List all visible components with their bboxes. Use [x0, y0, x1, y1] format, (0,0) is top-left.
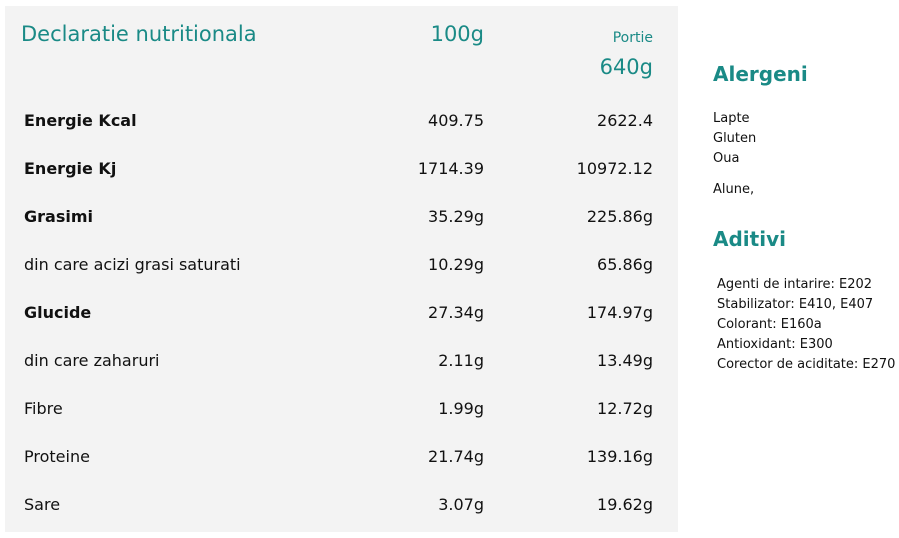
- list-item: Lapte: [713, 111, 750, 126]
- table-row: Energie Kcal 409.75 2622.4: [5, 111, 678, 141]
- row-name: Sare: [24, 495, 61, 514]
- row-value-portie: 12.72g: [597, 399, 653, 418]
- table-row: din care zaharuri 2.11g 13.49g: [5, 351, 678, 381]
- list-item: Agenti de intarire: E202: [717, 277, 873, 292]
- row-value-100g: 10.29g: [428, 255, 484, 274]
- table-row: Sare 3.07g 19.62g: [5, 495, 678, 525]
- table-row: Fibre 1.99g 12.72g: [5, 399, 678, 429]
- table-row: Energie Kj 1714.39 10972.12: [5, 159, 678, 189]
- row-name: Energie Kcal: [24, 111, 137, 130]
- list-item: Colorant: E160a: [717, 317, 822, 332]
- list-item: Antioxidant: E300: [717, 337, 833, 352]
- row-value-100g: 35.29g: [428, 207, 484, 226]
- row-value-portie: 2622.4: [597, 111, 653, 130]
- alergeni-heading: Alergeni: [713, 62, 808, 86]
- row-value-100g: 21.74g: [428, 447, 484, 466]
- list-item: Gluten: [713, 131, 757, 146]
- table-title: Declaratie nutritionala: [21, 22, 257, 46]
- aditivi-heading: Aditivi: [713, 227, 786, 251]
- row-value-portie: 139.16g: [586, 447, 653, 466]
- row-name: Glucide: [24, 303, 92, 322]
- table-row: Glucide 27.34g 174.97g: [5, 303, 678, 333]
- alergeni-list: Lapte Gluten Oua: [713, 109, 756, 169]
- row-value-100g: 1714.39: [417, 159, 484, 178]
- row-value-100g: 2.11g: [438, 351, 484, 370]
- table-row: Grasimi 35.29g 225.86g: [5, 207, 678, 237]
- list-item: Stabilizator: E410, E407: [717, 297, 874, 312]
- row-value-portie: 19.62g: [597, 495, 653, 514]
- row-name: Energie Kj: [24, 159, 117, 178]
- row-value-100g: 409.75: [428, 111, 484, 130]
- row-value-portie: 65.86g: [597, 255, 653, 274]
- row-value-100g: 27.34g: [428, 303, 484, 322]
- table-row: Proteine 21.74g 139.16g: [5, 447, 678, 477]
- table-row: din care acizi grasi saturati 10.29g 65.…: [5, 255, 678, 285]
- row-value-portie: 174.97g: [586, 303, 653, 322]
- row-name: din care zaharuri: [24, 351, 160, 370]
- row-name: Fibre: [24, 399, 63, 418]
- list-item: Oua: [713, 151, 740, 166]
- aditivi-list: Agenti de intarire: E202 Stabilizator: E…: [717, 275, 895, 375]
- list-item: Corector de aciditate: E270: [717, 357, 896, 372]
- row-name: Proteine: [24, 447, 90, 466]
- row-value-portie: 225.86g: [586, 207, 653, 226]
- row-name: din care acizi grasi saturati: [24, 255, 241, 274]
- alergeni-extra: Alune,: [713, 182, 755, 197]
- row-value-100g: 3.07g: [438, 495, 484, 514]
- column-header-portie-label: Portie: [612, 30, 653, 46]
- column-header-100g: 100g: [430, 22, 484, 46]
- row-value-100g: 1.99g: [438, 399, 484, 418]
- row-name: Grasimi: [24, 207, 93, 226]
- nutrition-table: Declaratie nutritionala 100g Portie 640g…: [5, 6, 678, 532]
- row-value-portie: 10972.12: [576, 159, 653, 178]
- row-value-portie: 13.49g: [597, 351, 653, 370]
- column-header-portie-value: 640g: [599, 55, 653, 79]
